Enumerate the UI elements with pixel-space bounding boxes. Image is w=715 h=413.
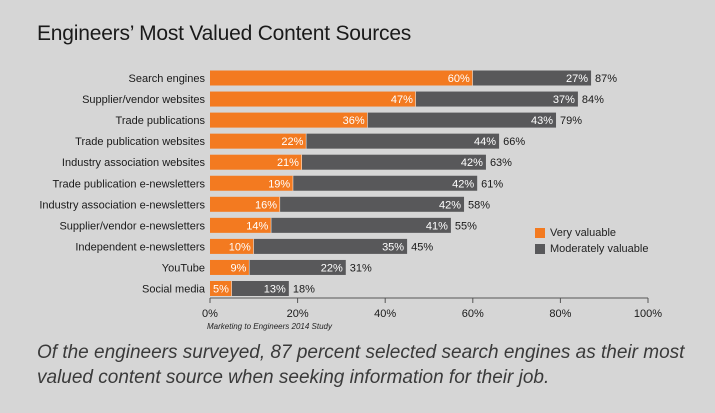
data-label-very-valuable-youtube: 9%: [231, 262, 247, 274]
bar-moderately-valuable-industry-association-websites: [301, 154, 486, 170]
chart-legend: Very valuable Moderately valuable: [535, 225, 648, 257]
bar-moderately-valuable-independent-e-newsletters: [253, 238, 408, 254]
legend-swatch-moderately-valuable: [535, 243, 545, 254]
bar-moderately-valuable-trade-publication-websites: [306, 133, 500, 149]
data-label-very-valuable-independent-e-newsletters: 10%: [229, 241, 251, 253]
bar-moderately-valuable-supplier-vendor-websites: [415, 91, 578, 107]
total-label-youtube: 31%: [350, 262, 372, 274]
caption-text: Of the engineers surveyed, 87 percent se…: [37, 342, 685, 388]
data-label-moderately-valuable-supplier-vendor-websites: 37%: [553, 94, 575, 106]
total-label-trade-publication-e-newsletters: 61%: [481, 178, 503, 190]
data-label-moderately-valuable-supplier-vendor-e-newsletters: 41%: [426, 220, 448, 232]
x-tick-label-100: 100%: [634, 308, 662, 320]
legend-swatch-very-valuable: [535, 227, 545, 238]
bar-moderately-valuable-supplier-vendor-e-newsletters: [271, 217, 451, 233]
bar-moderately-valuable-youtube: [249, 259, 346, 275]
bar-very-valuable-search-engines: [210, 70, 473, 86]
data-label-moderately-valuable-youtube: 22%: [321, 262, 343, 274]
total-label-search-engines: 87%: [595, 73, 617, 85]
bar-moderately-valuable-trade-publications: [367, 112, 557, 128]
data-label-very-valuable-supplier-vendor-websites: 47%: [391, 94, 413, 106]
bar-very-valuable-industry-association-websites: [210, 154, 302, 170]
total-label-independent-e-newsletters: 45%: [411, 241, 433, 253]
category-label-youtube: YouTube: [162, 262, 205, 274]
category-label-search-engines: Search engines: [129, 73, 206, 85]
category-label-industry-association-websites: Industry association websites: [62, 157, 206, 169]
category-label-social-media: Social media: [142, 284, 206, 296]
category-label-trade-publication-e-newsletters: Trade publication e-newsletters: [53, 178, 206, 190]
source-note: Marketing to Engineers 2014 Study: [207, 322, 332, 331]
stacked-bar-chart: Search engines 60% 27% 87% Supplier/vendor w…: [39, 70, 662, 320]
bar-very-valuable-social-media: [210, 281, 232, 296]
legend-label-very-valuable: Very valuable: [550, 226, 617, 239]
x-tick-label-60: 60%: [462, 308, 484, 320]
data-label-very-valuable-industry-association-websites: 21%: [277, 157, 299, 169]
total-label-supplier-vendor-websites: 84%: [582, 94, 604, 106]
data-label-moderately-valuable-independent-e-newsletters: 35%: [382, 241, 404, 253]
data-label-very-valuable-industry-association-e-newsletters: 16%: [255, 199, 277, 211]
chart-title: Engineers’ Most Valued Content Sources: [37, 22, 412, 45]
data-label-very-valuable-trade-publication-websites: 22%: [281, 136, 303, 148]
category-label-trade-publication-websites: Trade publication websites: [75, 136, 205, 148]
bar-moderately-valuable-search-engines: [472, 70, 592, 86]
bar-moderately-valuable-trade-publication-e-newsletters: [293, 175, 478, 191]
bar-moderately-valuable-social-media: [231, 281, 289, 296]
legend-item-very-valuable: Very valuable: [535, 225, 648, 240]
bar-very-valuable-industry-association-e-newsletters: [210, 196, 281, 212]
x-tick-label-40: 40%: [374, 308, 396, 320]
data-label-very-valuable-supplier-vendor-e-newsletters: 14%: [246, 220, 268, 232]
data-label-very-valuable-trade-publication-e-newsletters: 19%: [268, 178, 290, 190]
bar-very-valuable-supplier-vendor-websites: [210, 91, 416, 107]
bar-very-valuable-youtube: [210, 259, 250, 275]
category-label-independent-e-newsletters: Independent e-newsletters: [75, 241, 205, 253]
legend-label-moderately-valuable: Moderately valuable: [550, 242, 649, 255]
total-label-trade-publications: 79%: [560, 115, 582, 127]
total-label-industry-association-e-newsletters: 58%: [468, 199, 490, 211]
data-label-very-valuable-trade-publications: 36%: [343, 115, 365, 127]
data-label-moderately-valuable-industry-association-websites: 42%: [461, 157, 483, 169]
category-label-industry-association-e-newsletters: Industry association e-newsletters: [39, 199, 205, 211]
total-label-trade-publication-websites: 66%: [503, 136, 525, 148]
data-label-moderately-valuable-search-engines: 27%: [566, 73, 588, 85]
total-label-supplier-vendor-e-newsletters: 55%: [455, 220, 477, 232]
x-tick-label-0: 0%: [202, 308, 218, 320]
total-label-industry-association-websites: 63%: [490, 157, 512, 169]
data-label-moderately-valuable-industry-association-e-newsletters: 42%: [439, 199, 461, 211]
data-label-very-valuable-search-engines: 60%: [448, 73, 470, 85]
x-tick-label-80: 80%: [549, 308, 571, 320]
data-label-moderately-valuable-trade-publication-websites: 44%: [474, 136, 496, 148]
bar-moderately-valuable-industry-association-e-newsletters: [280, 196, 465, 212]
category-label-trade-publications: Trade publications: [116, 115, 206, 127]
bar-very-valuable-supplier-vendor-e-newsletters: [210, 217, 272, 233]
x-tick-label-20: 20%: [287, 308, 309, 320]
data-label-moderately-valuable-social-media: 13%: [264, 284, 286, 296]
legend-item-moderately-valuable: Moderately valuable: [535, 241, 648, 256]
total-label-social-media: 18%: [293, 284, 315, 296]
data-label-moderately-valuable-trade-publications: 43%: [531, 115, 553, 127]
data-label-very-valuable-social-media: 5%: [213, 284, 229, 296]
bar-very-valuable-trade-publications: [210, 112, 368, 128]
bar-very-valuable-trade-publication-e-newsletters: [210, 175, 294, 191]
bar-very-valuable-trade-publication-websites: [210, 133, 307, 149]
bar-very-valuable-independent-e-newsletters: [210, 238, 254, 254]
category-label-supplier-vendor-websites: Supplier/vendor websites: [82, 94, 205, 106]
data-label-moderately-valuable-trade-publication-e-newsletters: 42%: [452, 178, 474, 190]
category-label-supplier-vendor-e-newsletters: Supplier/vendor e-newsletters: [59, 220, 205, 232]
